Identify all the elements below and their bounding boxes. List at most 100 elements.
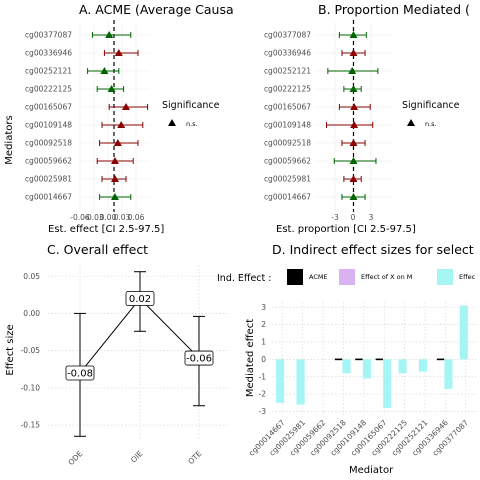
x-tick-label: 0.00 [100,213,117,222]
mediator-tick-label: cg00059662 [264,157,311,166]
mediator-tick-label: cg00092518 [25,139,72,148]
y-tick-label: -0.10 [21,383,41,392]
x-tick-label: OIE [129,449,145,465]
estimate-point [110,157,119,164]
value-label: 0.02 [129,294,151,305]
mediator-tick-label: cg00109148 [264,121,311,130]
estimate-point [350,121,359,128]
panel-d-legend-title: Ind. Effect : [217,273,271,284]
legend-label-acme: ACME [309,273,328,281]
mediator-tick-label: cg00025981 [264,175,311,184]
y-tick-label: 0.00 [23,309,40,318]
x-tick-label: -3 [331,213,339,222]
panel-b-legend-title: Significance [402,100,460,111]
panel-c-ylabel: Effect size [5,324,16,375]
legend-label-m-on-y: Effec [459,273,476,281]
x-tick-label: OTE [186,449,203,466]
estimate-point [349,175,358,182]
estimate-point [122,103,130,110]
panel-b-forest-plot: cg00377087 cg00336946 cg00252121 cg00222125… [264,20,392,222]
mediator-tick-label: cg00092518 [264,139,311,148]
mediator-tick-label: cg00336946 [25,49,72,58]
estimate-point [349,85,358,92]
bar-effect-m-on-y [276,359,285,403]
y-tick-label: 0.05 [23,272,40,281]
mediator-tick-label: cg00059662 [25,157,72,166]
value-label: -0.06 [186,354,212,365]
bar-acme [436,358,445,361]
bar-effect-m-on-y [459,305,468,360]
mediator-tick-label: cg00252121 [25,67,72,76]
estimate-point [100,67,109,74]
mediator-tick-label: cg00165067 [264,103,311,112]
x-tick-label: -0.06 [70,213,90,222]
y-tick-label: -0.15 [21,421,41,430]
mediator-tick-label: cg00252121 [264,67,311,76]
estimate-point [105,31,114,38]
mediator-tick-label: cg00014667 [25,193,72,202]
bar-acme [355,358,363,361]
panel-d-ylabel: Mediated effect [245,319,256,397]
mediator-tick-label: cg00014667 [264,193,311,202]
x-tick-label: 0.03 [114,213,131,222]
panel-a-xlabel: Est. effect [CI 2.5-97.5] [48,224,164,235]
bar-effect-m-on-y [418,359,428,372]
value-label-box [125,291,155,306]
bar-effect-m-on-y [362,359,371,379]
estimate-point [117,121,126,128]
panel-a-legend: Significance n.s. [162,100,220,128]
bar-acme [334,358,343,361]
value-label-box [184,350,214,366]
estimate-point [348,67,357,74]
bar-effect-m-on-y [398,359,407,374]
legend-triangle-icon [407,119,415,126]
value-label-box [65,365,95,381]
mediator-tick-label: cg00377087 [25,31,72,40]
panel-d-bar-chart: 3210-1-2-3cg00014667cg00025981cg00059662… [247,302,476,458]
mediator-tick-label: cg00222125 [25,85,72,94]
estimate-point [110,193,119,200]
y-tick-label: -1 [259,372,267,381]
panel-d-title: D. Indirect effect sizes for select [272,242,474,257]
x-tick-label: -0.03 [84,213,104,222]
estimate-point [349,49,358,56]
x-tick-label: 0 [351,213,356,222]
estimate-point [349,157,358,164]
y-tick-label: 2 [261,320,266,329]
bar-acme [375,358,383,361]
mediator-tick-label: cg00222125 [264,85,311,94]
mediator-tick-label: cg00336946 [264,49,311,58]
y-tick-label: 3 [261,303,266,312]
estimate-point [349,193,358,200]
panel-d-legend: Ind. Effect : ACME Effect of X on M Effe… [217,269,476,285]
x-tick-label: ODE [66,449,84,467]
bar-effect-m-on-y [444,359,453,389]
estimate-point [114,49,123,56]
legend-swatch-m-on-y [437,269,453,285]
panel-b-legend-label: n.s. [425,120,437,128]
y-tick-label: 0 [261,355,266,364]
y-tick-label: 1 [261,338,266,347]
panel-c-title: C. Overall effect [47,242,148,257]
panel-a-legend-title: Significance [162,100,220,111]
panel-a-legend-label: n.s. [186,120,198,128]
bar-effect-m-on-y [383,359,392,409]
value-label: -0.08 [67,368,93,379]
legend-swatch-acme [287,269,303,285]
panel-d-xlabel: Mediator [349,465,394,476]
panel-b-legend: Significance n.s. [402,100,460,128]
mediator-tick-label: cg00109148 [25,121,72,130]
panel-b-xlabel: Est. proportion [CI 2.5-97.5] [276,224,416,235]
bar-effect-m-on-y [296,359,305,405]
mediator-tick-label: cg00377087 [264,31,311,40]
estimate-point [349,139,358,146]
legend-triangle-icon [168,119,176,126]
estimate-point [107,85,116,92]
mediator-tick-label: cg00025981 [25,175,72,184]
panel-c-errorbar-plot: 0.05 0.00 -0.05 -0.10 -0.15 -0.08 ODE 0.02 OIE -0… [21,265,230,467]
estimate-point [349,31,358,38]
x-tick-label: 0.06 [128,213,145,222]
legend-label-x-on-m: Effect of X on M [361,273,412,281]
legend-swatch-x-on-m [339,269,355,285]
panel-a-ylabel: Mediators [4,115,15,164]
